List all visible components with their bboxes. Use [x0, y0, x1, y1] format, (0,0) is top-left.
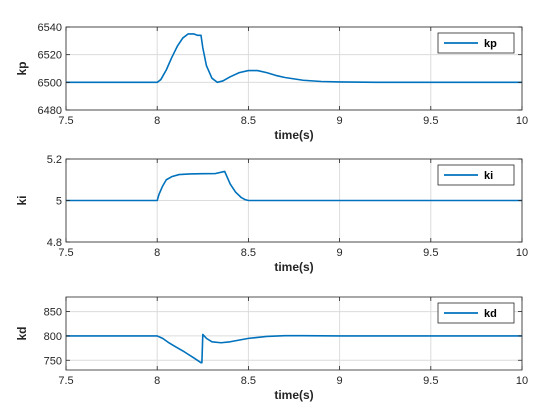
- x-axis-label: time(s): [274, 388, 313, 402]
- x-tick-label: 7.5: [58, 375, 73, 387]
- axes-box: [65, 296, 523, 371]
- legend: ki: [437, 164, 515, 186]
- y-tick-label: 800: [44, 331, 62, 343]
- subplot-kd: 7.5 8 8.5 9 9.5 10 750 800 850 time(s) kd kd: [15, 296, 528, 402]
- x-tick-label: 10: [516, 115, 528, 127]
- legend: kp: [437, 32, 515, 54]
- y-tick-label: 5: [56, 196, 62, 208]
- y-tick-label: 6500: [38, 77, 62, 89]
- x-tick-label: 9.5: [423, 247, 438, 259]
- series-line-kd: [66, 333, 522, 364]
- x-tick-label: 9: [337, 375, 343, 387]
- legend-label: ki: [484, 170, 493, 182]
- legend-label: kd: [484, 308, 497, 320]
- x-tick-label: 10: [516, 247, 528, 259]
- x-tick-label: 7.5: [58, 115, 73, 127]
- x-tick-label: 9: [337, 247, 343, 259]
- y-tick-label: 6480: [38, 105, 62, 117]
- axes-box: [65, 26, 523, 111]
- x-tick-label: 7.5: [58, 247, 73, 259]
- series-line-ki: [66, 170, 522, 202]
- y-tick-label: 750: [44, 355, 62, 367]
- x-axis-label: time(s): [274, 260, 313, 274]
- x-tick-label: 9: [337, 115, 343, 127]
- y-axis-label: ki: [15, 195, 29, 205]
- x-tick-label: 8: [154, 375, 160, 387]
- x-tick-label: 10: [516, 375, 528, 387]
- series-line-kp: [66, 33, 522, 84]
- legend-label: kp: [484, 38, 497, 50]
- y-axis-label: kp: [15, 61, 29, 75]
- y-tick-label: 5.2: [47, 154, 62, 166]
- subplot-ki: 7.5 8 8.5 9 9.5 10 4.8 5 5.2 time(s) ki ki: [15, 154, 528, 274]
- x-tick-label: 8.5: [241, 375, 256, 387]
- x-tick-label: 8: [154, 247, 160, 259]
- y-axis-label: kd: [15, 326, 29, 340]
- y-tick-label: 6540: [38, 22, 62, 34]
- y-tick-label: 4.8: [47, 237, 62, 249]
- x-tick-label: 9.5: [423, 375, 438, 387]
- y-tick-label: 850: [44, 307, 62, 319]
- y-tick-label: 6520: [38, 50, 62, 62]
- x-axis-label: time(s): [274, 128, 313, 142]
- x-tick-label: 8: [154, 115, 160, 127]
- x-tick-label: 8.5: [241, 247, 256, 259]
- x-tick-label: 9.5: [423, 115, 438, 127]
- legend: kd: [437, 302, 515, 324]
- subplot-kp: 7.5 8 8.5 9 9.5 10 6480 6500 6520 6540 time(s) kp kp: [15, 22, 528, 142]
- x-tick-label: 8.5: [241, 115, 256, 127]
